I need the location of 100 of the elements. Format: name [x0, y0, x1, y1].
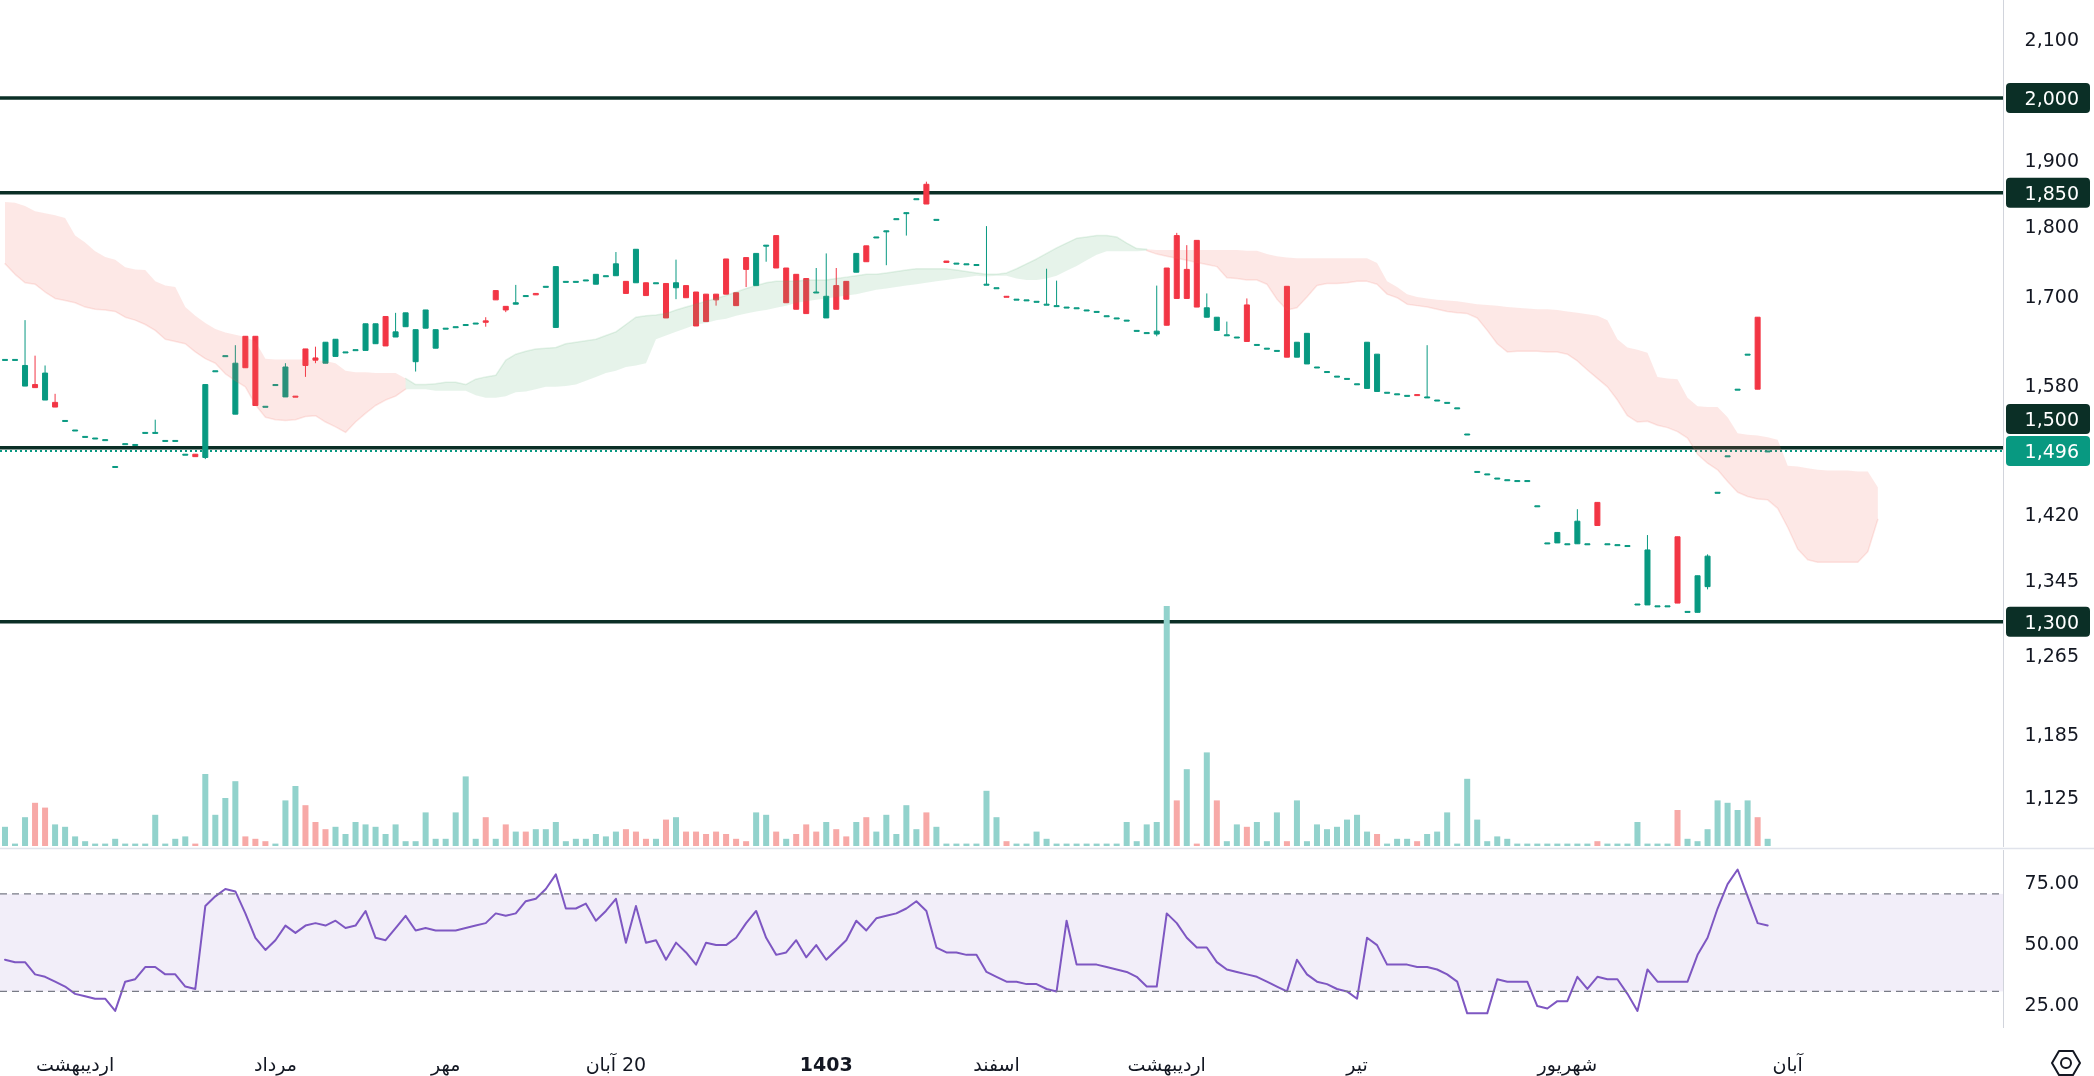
bar — [1484, 841, 1491, 846]
bar — [552, 822, 559, 846]
candlestick — [1364, 341, 1371, 389]
x-tick-label: شهریور — [1536, 1053, 1598, 1076]
candlestick — [1083, 309, 1090, 312]
candlestick — [632, 248, 639, 284]
bar — [1233, 824, 1240, 846]
bar — [1674, 810, 1681, 846]
candlestick — [312, 346, 319, 364]
bar — [1474, 819, 1481, 846]
bar — [1634, 822, 1641, 846]
bar — [893, 834, 900, 846]
bar — [342, 834, 349, 846]
bar — [112, 838, 119, 846]
bar — [763, 814, 770, 846]
bar — [2, 826, 9, 846]
y-tick-label: 50.00 — [2024, 931, 2079, 954]
candlestick — [1434, 399, 1441, 402]
bar — [252, 838, 259, 846]
bar — [652, 838, 659, 846]
y-tick-label: 1,800 — [2024, 215, 2079, 238]
candlestick — [1694, 575, 1701, 613]
bar — [1133, 841, 1140, 846]
bar — [1664, 843, 1671, 846]
bar — [863, 817, 870, 846]
bar — [1043, 838, 1050, 846]
candlestick — [1133, 329, 1140, 332]
candlestick — [883, 230, 890, 266]
x-tick-label: اردیبهشت — [1127, 1053, 1206, 1076]
candlestick — [322, 341, 329, 364]
bar — [1764, 838, 1771, 846]
bar — [783, 838, 790, 846]
bar — [322, 829, 329, 846]
candlestick — [1063, 306, 1070, 309]
bar — [52, 824, 59, 846]
x-tick-label: آبان — [1772, 1052, 1804, 1075]
bar — [1334, 826, 1341, 846]
bar — [1003, 841, 1010, 846]
candlestick — [362, 323, 369, 351]
candlestick — [1053, 280, 1060, 308]
candlestick — [1504, 479, 1511, 482]
bar — [302, 805, 309, 846]
candlestick — [703, 293, 710, 323]
candlestick — [382, 315, 389, 347]
bar — [642, 838, 649, 846]
bar — [352, 822, 359, 846]
bar — [462, 776, 469, 846]
candlestick — [82, 435, 89, 438]
candlestick — [502, 305, 509, 313]
candlestick — [963, 263, 970, 266]
candlestick — [142, 431, 149, 434]
candlestick — [392, 312, 399, 338]
bar — [913, 829, 920, 846]
ref-line-label: 1,300 — [2024, 610, 2079, 633]
candlestick — [572, 280, 579, 283]
bar — [602, 836, 609, 846]
candlestick — [693, 291, 700, 327]
bar — [933, 826, 940, 846]
bar — [382, 834, 389, 846]
candlestick — [1003, 295, 1010, 298]
x-tick-label: مهر — [429, 1053, 461, 1076]
bar — [1424, 834, 1431, 846]
candlestick — [222, 355, 229, 358]
bar — [412, 841, 419, 846]
bar — [673, 817, 680, 846]
bar — [1354, 814, 1361, 846]
bar — [1504, 838, 1511, 846]
bar — [1444, 812, 1451, 846]
bar — [32, 802, 39, 846]
candlestick — [352, 349, 359, 352]
ref-line-label: 1,496 — [2024, 439, 2079, 462]
candlestick — [843, 280, 850, 300]
candlestick — [793, 273, 800, 310]
candlestick — [913, 198, 920, 201]
bar — [743, 841, 750, 846]
candlestick — [1323, 371, 1330, 374]
bar — [482, 817, 489, 846]
line-series — [4, 868, 1769, 1015]
candlestick — [863, 245, 870, 263]
bar — [42, 807, 49, 846]
bar — [713, 831, 720, 846]
candlestick — [402, 312, 409, 328]
bar — [1744, 800, 1751, 846]
candlestick — [482, 316, 489, 328]
candlestick — [602, 275, 609, 278]
bar — [1223, 841, 1230, 846]
bar — [612, 831, 619, 846]
candlestick — [1394, 393, 1401, 396]
candlestick — [92, 437, 99, 440]
candlestick — [1674, 536, 1681, 604]
candlestick — [1634, 603, 1641, 606]
ref-line-label: 1,850 — [2024, 181, 2079, 204]
candlestick — [873, 236, 880, 239]
bar — [773, 831, 780, 846]
bar — [1143, 824, 1150, 846]
bar — [292, 786, 299, 846]
bar — [232, 781, 239, 846]
bar — [1714, 800, 1721, 846]
bar — [1313, 824, 1320, 846]
candlestick — [943, 260, 950, 263]
